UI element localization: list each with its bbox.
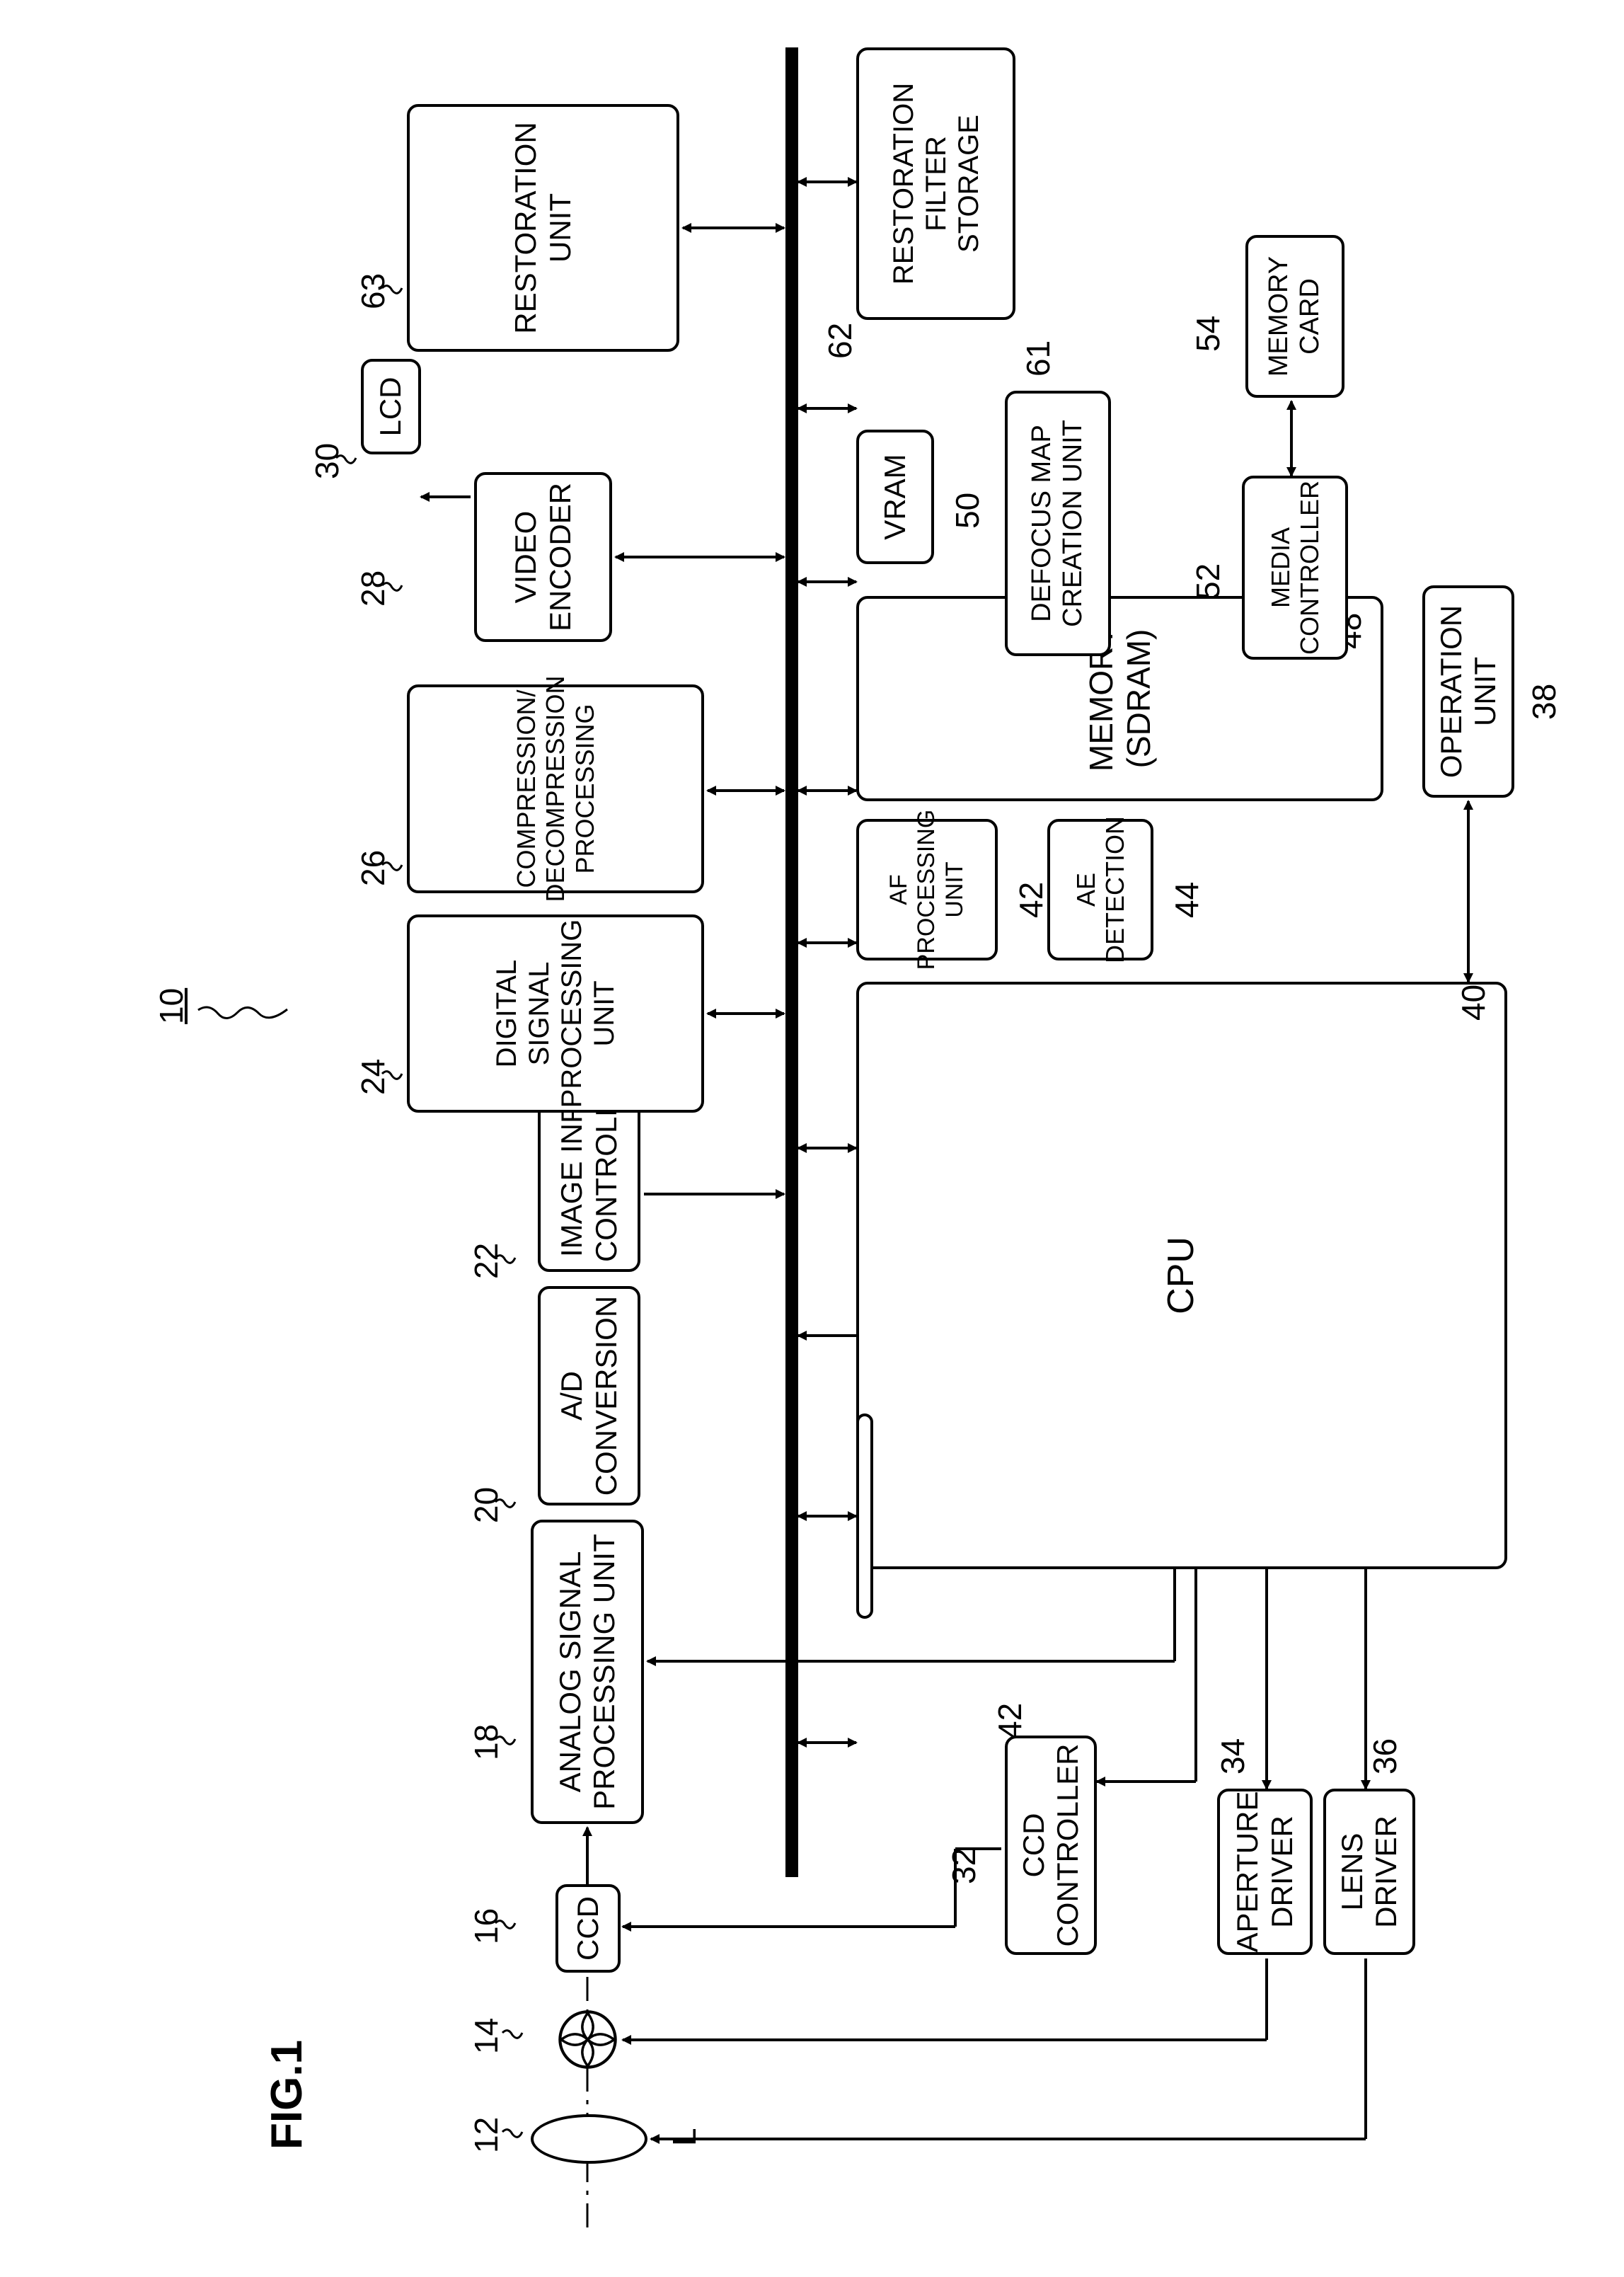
- lcd-ref: 30: [308, 443, 346, 479]
- af-block3: AF PROCESSING UNIT: [856, 819, 998, 960]
- lens-drv-ref: 36: [1366, 1738, 1404, 1774]
- lens-ref: 12: [467, 2117, 505, 2153]
- cpu-label: CPU: [1161, 1237, 1203, 1314]
- vram-block: VRAM: [856, 430, 934, 564]
- light-label: L: [665, 2128, 703, 2146]
- ap-drv-label: APERTURE DRIVER: [1231, 1791, 1299, 1953]
- rest-store-ref2: 62: [821, 323, 859, 359]
- dsp-ref: 24: [354, 1059, 392, 1095]
- lens-drv-block: LENS DRIVER: [1323, 1789, 1415, 1955]
- ccd-block: CCD: [555, 1884, 621, 1973]
- dsp-label: DIGITAL SIGNAL PROCESSING UNIT: [490, 919, 621, 1108]
- aperture-symbol: [558, 2009, 618, 2070]
- lens-symbol: [531, 2114, 647, 2164]
- ad-block: A/D CONVERSION: [538, 1286, 640, 1505]
- media-label: MEDIA CONTROLLER: [1266, 481, 1325, 655]
- af-ref2: 42: [1012, 882, 1050, 918]
- ccd-ctrl-ref: 32: [945, 1848, 983, 1884]
- analog-label: ANALOG SIGNAL PROCESSING UNIT: [553, 1534, 622, 1810]
- ccd-ref: 16: [467, 1908, 505, 1944]
- rest-store-label: RESTORATION FILTER STORAGE: [887, 83, 985, 285]
- comp-block: COMPRESSION/ DECOMPRESSION PROCESSING: [407, 684, 704, 893]
- ccd-ctrl-label: CCD CONTROLLER: [1017, 1743, 1085, 1946]
- op-unit-ref: 38: [1525, 684, 1563, 720]
- defocus-label: DEFOCUS MAP CREATION UNIT: [1027, 420, 1088, 627]
- img-in-ref: 22: [467, 1243, 505, 1279]
- lcd-label: LCD: [374, 377, 408, 436]
- vram-label: VRAM: [878, 454, 912, 539]
- rest-ref: 63: [354, 273, 392, 309]
- af-label2: AF PROCESSING UNIT: [885, 810, 968, 970]
- ae-ref: 44: [1168, 882, 1206, 918]
- dsp-block: DIGITAL SIGNAL PROCESSING UNIT: [407, 914, 704, 1113]
- ap-drv-ref: 34: [1214, 1738, 1252, 1774]
- venc-label: VIDEO ENCODER: [509, 483, 577, 631]
- op-unit-block: OPERATION UNIT: [1422, 585, 1514, 798]
- ccd-label: CCD: [571, 1896, 605, 1961]
- analog-ref: 18: [467, 1724, 505, 1760]
- system-bus: [785, 47, 798, 1877]
- card-block: MEMORY CARD: [1245, 235, 1344, 398]
- ae-block: AE DETECTION: [1047, 819, 1153, 960]
- lens-drv-label: LENS DRIVER: [1335, 1816, 1404, 1928]
- media-ref: 52: [1189, 563, 1227, 600]
- ad-ref: 20: [467, 1487, 505, 1523]
- ccd-ctrl-block: CCD CONTROLLER: [1005, 1736, 1097, 1955]
- rest-store-block: RESTORATION FILTER STORAGE: [856, 47, 1015, 320]
- system-ref: 10: [152, 988, 190, 1024]
- ad-label: A/D CONVERSION: [555, 1296, 623, 1496]
- venc-block: VIDEO ENCODER: [474, 472, 612, 642]
- venc-ref: 28: [354, 570, 392, 607]
- aperture-ref: 14: [467, 2018, 505, 2054]
- op-unit-label: OPERATION UNIT: [1434, 605, 1503, 778]
- lcd-block: LCD: [361, 359, 421, 454]
- analog-block: ANALOG SIGNAL PROCESSING UNIT: [531, 1520, 644, 1824]
- vram-ref: 50: [948, 493, 986, 529]
- defocus-ref: 61: [1019, 340, 1057, 377]
- cpu-ref: 40: [1454, 985, 1492, 1021]
- rest-label: RESTORATION UNIT: [509, 122, 577, 333]
- media-block: MEDIA CONTROLLER: [1242, 476, 1348, 660]
- comp-ref: 26: [354, 850, 392, 886]
- af-ref: 42: [991, 1703, 1029, 1739]
- landscape-wrap: FIG.1: [0, 0, 1624, 2277]
- card-label: MEMORY CARD: [1264, 256, 1325, 377]
- ae-label: AE DETECTION: [1071, 816, 1130, 963]
- page: FIG.1: [0, 0, 1624, 2277]
- comp-label: COMPRESSION/ DECOMPRESSION PROCESSING: [512, 675, 599, 902]
- card-ref: 54: [1189, 316, 1227, 352]
- af-block: [856, 1413, 873, 1619]
- rest-block: RESTORATION UNIT: [407, 104, 679, 352]
- ap-drv-block: APERTURE DRIVER: [1217, 1789, 1313, 1955]
- cpu-block: CPU: [856, 982, 1507, 1569]
- defocus-block: DEFOCUS MAP CREATION UNIT: [1005, 391, 1111, 656]
